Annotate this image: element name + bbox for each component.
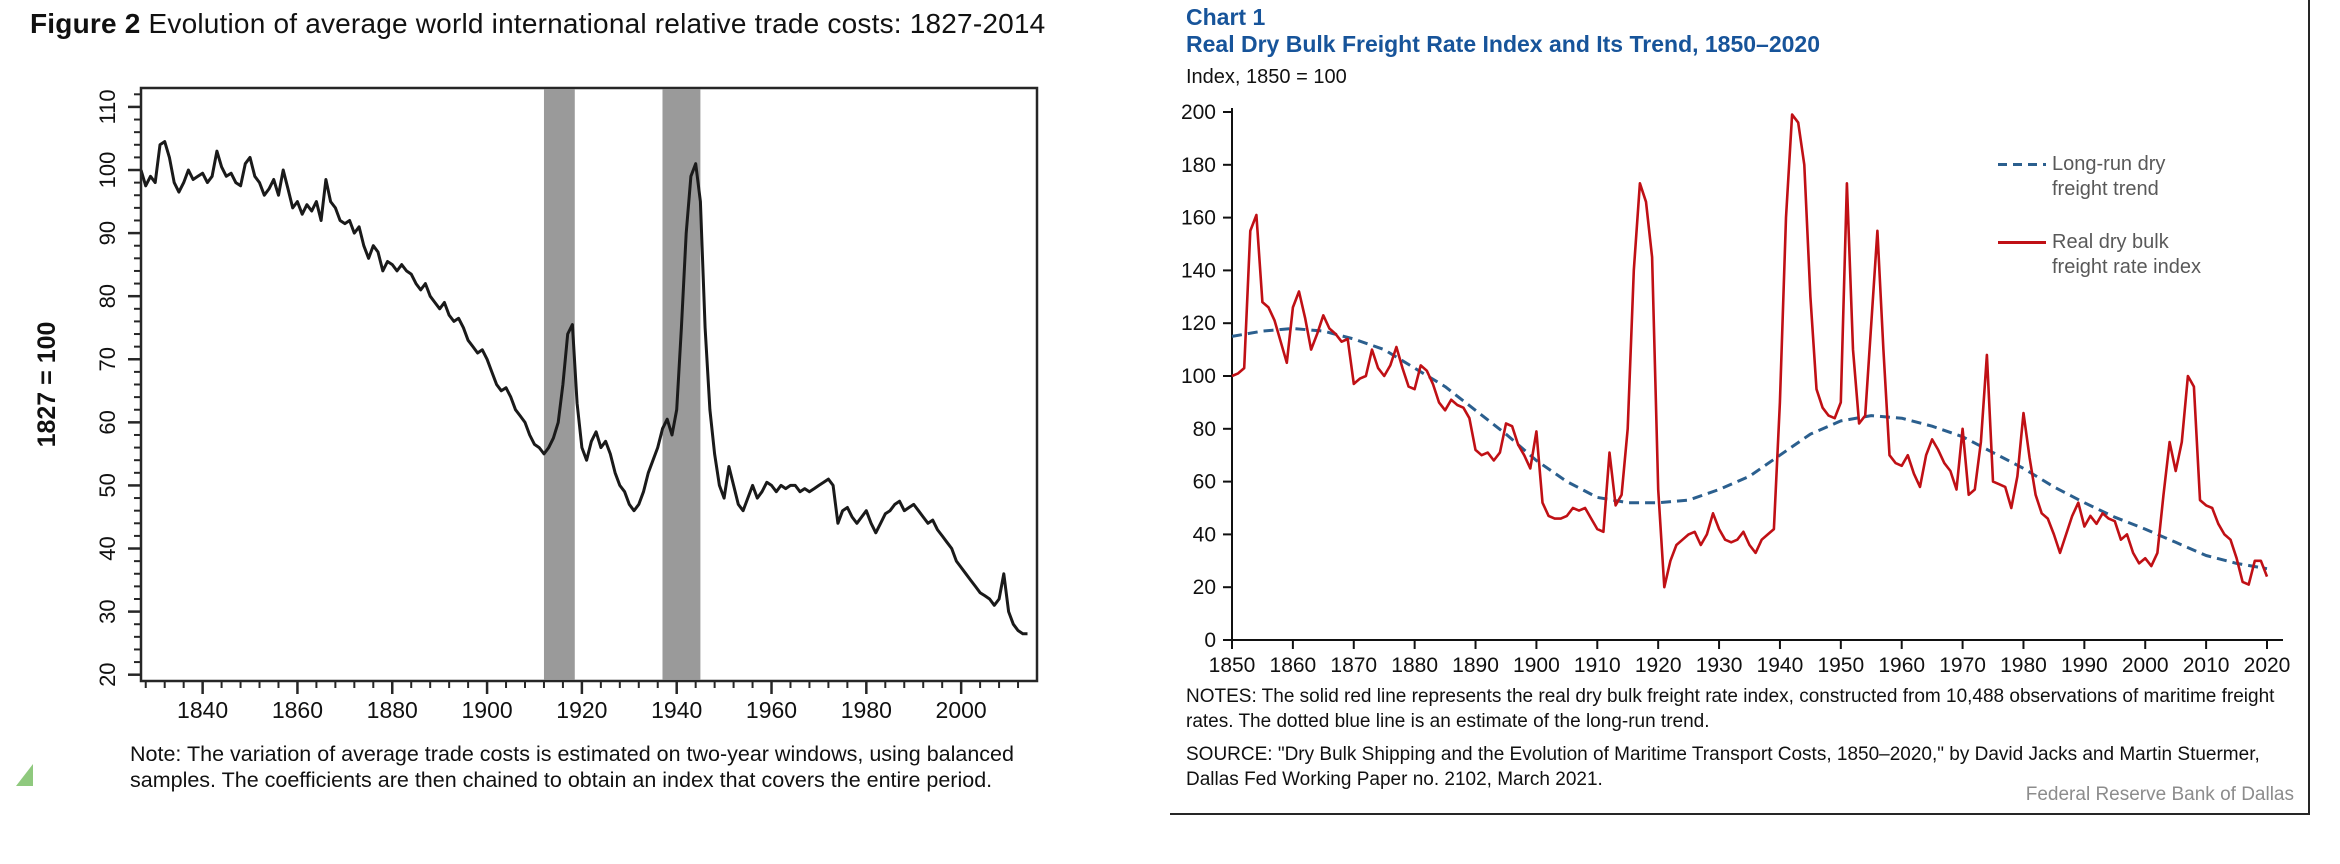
tick-label: 1910 (1574, 654, 1621, 677)
left-figure-note: Note: The variation of average trade cos… (130, 742, 1014, 792)
tick-label: 1840 (177, 697, 228, 723)
war-shaded-band (662, 89, 701, 680)
tick-label: 1920 (556, 697, 607, 723)
green-cursor-icon (16, 764, 33, 786)
left-figure-title-text: Evolution of average world international… (140, 8, 1046, 39)
left-figure-title: Figure 2 Evolution of average world inte… (30, 8, 1045, 40)
tick-label: 2020 (2244, 654, 2291, 677)
tick-label: 1860 (1270, 654, 1317, 677)
solid-line-swatch-icon (1998, 241, 2046, 244)
tick-label: 1960 (746, 697, 797, 723)
tick-label: 120 (1181, 312, 1216, 335)
tick-label: 80 (95, 284, 120, 308)
tick-label: 100 (1181, 365, 1216, 388)
right-chart-kicker: Chart 1 (1186, 4, 1266, 30)
tick-label: 1900 (461, 697, 512, 723)
tick-label: 1880 (1391, 654, 1438, 677)
tick-label: 160 (1181, 207, 1216, 230)
tick-label: 60 (95, 410, 120, 434)
dashed-line-swatch-icon (1998, 163, 2046, 166)
tick-label: 100 (95, 152, 120, 189)
tick-label: 1970 (1939, 654, 1986, 677)
tick-label: 20 (95, 662, 120, 686)
long-run-dry-freight-trend-line (1231, 327, 2268, 571)
legend-label-trend: Long-run dry freight trend (2052, 153, 2166, 200)
right-chart-notes: NOTES: The solid red line represents the… (1186, 686, 2275, 733)
tick-label: 110 (95, 89, 120, 124)
y-axis-title: 1827 = 100 (33, 322, 61, 448)
world-relative-trade-cost-index-line (139, 140, 1028, 636)
tick-label: 80 (1193, 418, 1216, 441)
attribution: Federal Reserve Bank of Dallas (2025, 784, 2294, 805)
legend-item-trend: Long-run dry freight trend (1998, 152, 2228, 202)
right-chart-title: Real Dry Bulk Freight Rate Index and Its… (1186, 31, 1821, 57)
tick-label: 30 (95, 599, 120, 623)
left-chart: 1840 1860 1880 1900 1920 1940 1960 1980 2000 20 30… (33, 86, 1039, 723)
right-chart-unit-caption: Index, 1850 = 100 (1186, 66, 1347, 88)
tick-label: 1980 (2000, 654, 2047, 677)
legend-item-real-index: Real dry bulk freight rate index (1998, 230, 2228, 280)
legend-label-real-index: Real dry bulk freight rate index (2052, 231, 2201, 278)
war-shaded-band (543, 89, 575, 680)
tick-label: 1890 (1452, 654, 1499, 677)
plot-frame (139, 86, 1039, 683)
tick-label: 2010 (2183, 654, 2230, 677)
tick-label: 140 (1181, 259, 1216, 282)
tick-label: 1930 (1696, 654, 1743, 677)
tick-label: 2000 (936, 697, 987, 723)
legend: Long-run dry freight trend Real dry bulk… (1998, 152, 2228, 308)
tick-label: 1900 (1513, 654, 1560, 677)
tick-label: 1920 (1635, 654, 1682, 677)
tick-label: 0 (1204, 629, 1216, 652)
left-figure-number: Figure 2 (30, 8, 141, 39)
tick-label: 20 (1193, 576, 1216, 599)
tick-label: 50 (95, 473, 120, 497)
tick-label: 70 (95, 347, 120, 371)
tick-label: 1960 (1878, 654, 1925, 677)
right-chart: 0 20 40 60 80 100 120 140 160 180 200 1850 1860 1870 1… (1181, 101, 2290, 677)
tick-label: 1940 (651, 697, 702, 723)
tick-label: 1940 (1757, 654, 1804, 677)
tick-label: 40 (95, 536, 120, 560)
tick-label: 1870 (1330, 654, 1377, 677)
tick-label: 60 (1193, 471, 1216, 494)
tick-label: 40 (1193, 523, 1216, 546)
tick-label: 1980 (841, 697, 892, 723)
right-panel: Chart 1 Real Dry Bulk Freight Rate Index… (1170, 0, 2310, 815)
tick-label: 1850 (1209, 654, 1256, 677)
tick-label: 1950 (1817, 654, 1864, 677)
real-dry-bulk-freight-rate-index-line (1231, 113, 2269, 589)
tick-label: 1860 (272, 697, 323, 723)
right-chart-source: SOURCE: "Dry Bulk Shipping and the Evolu… (1186, 744, 2260, 791)
tick-label: 2000 (2122, 654, 2169, 677)
tick-label: 180 (1181, 154, 1216, 177)
tick-label: 90 (95, 221, 120, 245)
tick-label: 200 (1181, 101, 1216, 124)
tick-label: 1990 (2061, 654, 2108, 677)
tick-label: 1880 (367, 697, 418, 723)
